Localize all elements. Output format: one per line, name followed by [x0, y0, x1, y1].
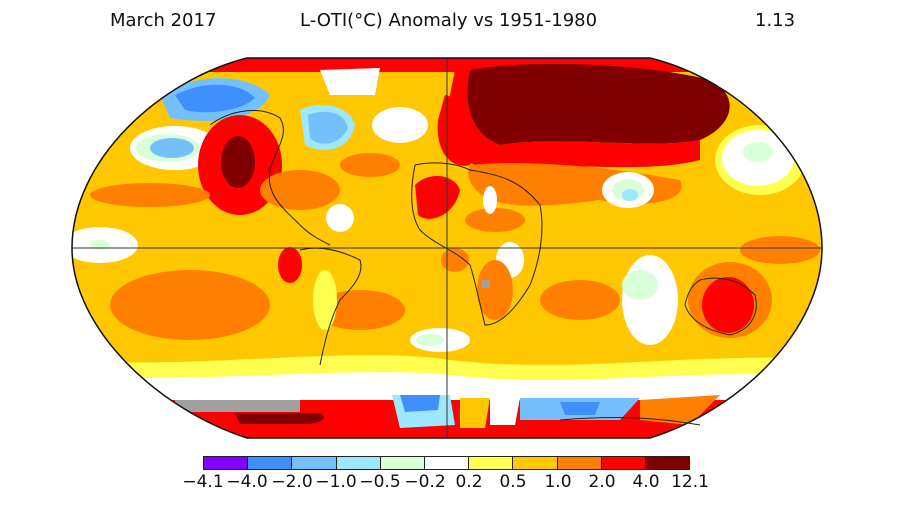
legend-label: 12.1 — [671, 472, 709, 492]
temperature-anomaly-map — [71, 57, 823, 439]
header: March 2017 L-OTI(°C) Anomaly vs 1951-198… — [0, 10, 900, 36]
legend-label: 0.2 — [455, 472, 483, 492]
legend-swatch — [601, 457, 646, 469]
map-border — [71, 57, 823, 439]
date-label: March 2017 — [110, 10, 217, 31]
legend-label: 4.0 — [632, 472, 660, 492]
legend-swatch — [204, 457, 249, 469]
legend-label: −0.5 — [359, 472, 401, 492]
legend-swatch — [645, 457, 690, 469]
legend-swatch — [513, 457, 558, 469]
legend-label: −4.0 — [226, 472, 268, 492]
legend-swatch — [469, 457, 514, 469]
legend-labels: −4.1 −4.0 −2.0 −1.0 −0.5 −0.2 0.2 0.5 1.… — [0, 472, 900, 496]
legend-swatch — [380, 457, 425, 469]
map-title: L-OTI(°C) Anomaly vs 1951-1980 — [300, 10, 598, 31]
global-mean-value: 1.13 — [755, 10, 796, 31]
legend-swatch — [557, 457, 602, 469]
legend-label: 2.0 — [588, 472, 616, 492]
legend-label: 1.0 — [544, 472, 572, 492]
legend-label: −2.0 — [271, 472, 313, 492]
legend-label: −4.1 — [182, 472, 224, 492]
legend-label: −1.0 — [315, 472, 357, 492]
legend-swatch — [248, 457, 293, 469]
legend-swatch — [336, 457, 381, 469]
legend-label: 0.5 — [499, 472, 527, 492]
color-legend — [203, 456, 690, 470]
legend-swatch — [424, 457, 470, 469]
legend-swatch — [292, 457, 337, 469]
legend-label: −0.2 — [404, 472, 446, 492]
